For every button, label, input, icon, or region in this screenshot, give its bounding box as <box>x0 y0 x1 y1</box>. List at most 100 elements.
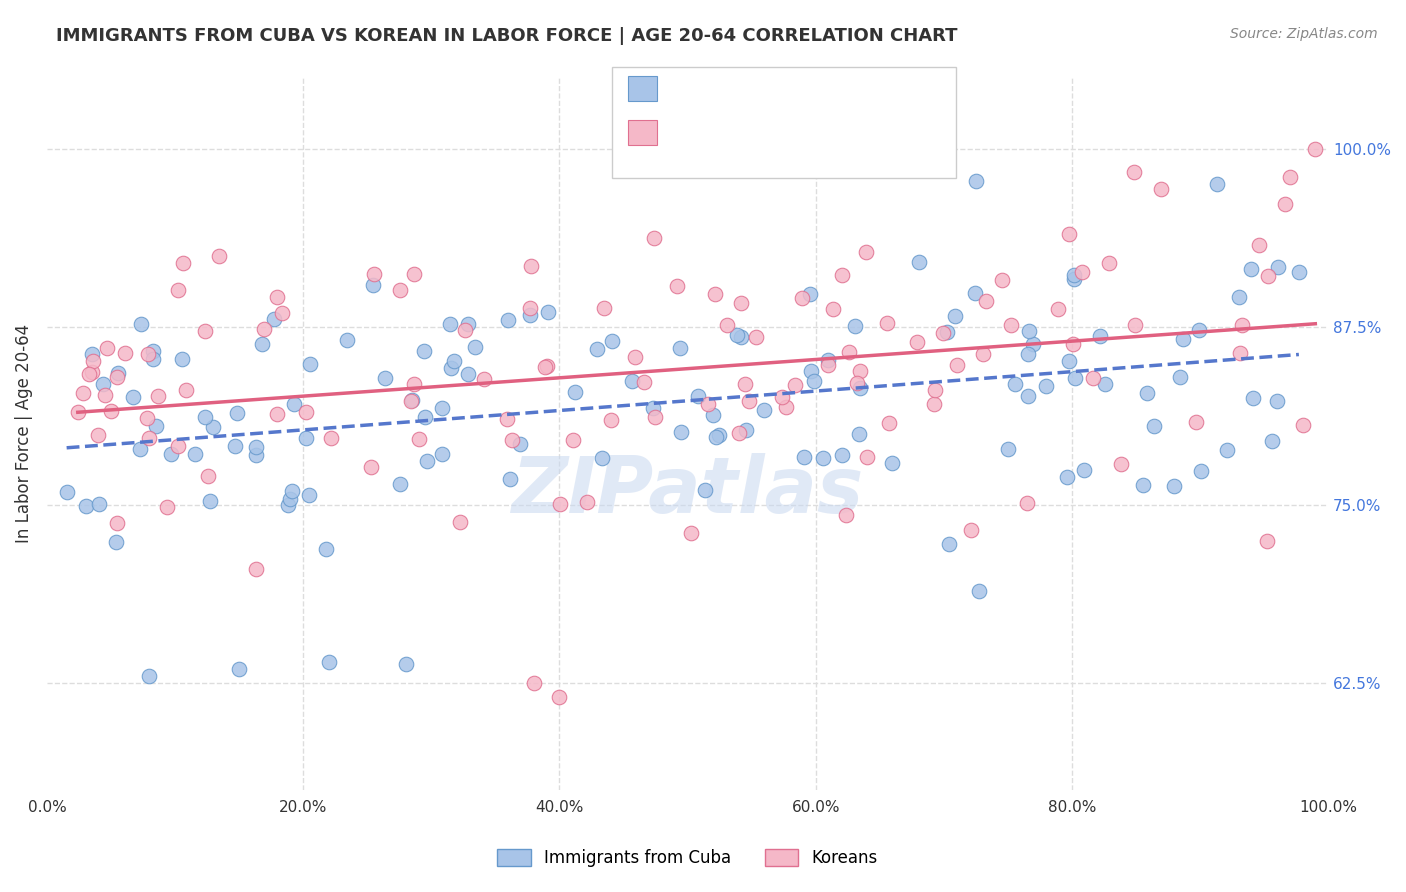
Point <box>1150 182 1173 196</box>
Point <box>121 390 143 404</box>
Point <box>1057 227 1080 241</box>
Point <box>1062 337 1084 351</box>
Point <box>734 377 756 392</box>
Point <box>697 397 720 411</box>
Point <box>166 439 188 453</box>
Point <box>702 408 724 422</box>
Point <box>943 309 966 323</box>
Point <box>80 365 103 379</box>
Point <box>415 453 437 467</box>
Point <box>457 367 479 381</box>
Point <box>688 389 710 403</box>
Point <box>624 350 647 364</box>
Point <box>1071 265 1094 279</box>
Point <box>253 322 276 336</box>
Point <box>1035 379 1057 393</box>
Point <box>1063 268 1085 282</box>
Point <box>201 419 224 434</box>
Point <box>817 353 839 368</box>
Point <box>495 412 517 426</box>
Point <box>1292 417 1315 432</box>
Point <box>499 472 522 486</box>
Point <box>1122 165 1144 179</box>
Point <box>263 312 285 326</box>
Point <box>745 330 768 344</box>
Point <box>440 361 463 376</box>
Point <box>932 326 955 340</box>
Text: ZIPatlas: ZIPatlas <box>512 452 863 529</box>
Point <box>821 302 844 317</box>
Point <box>548 497 571 511</box>
Point <box>250 337 273 351</box>
Point <box>834 508 856 523</box>
Point <box>725 327 748 342</box>
Point <box>454 323 477 337</box>
Point <box>443 354 465 368</box>
Point <box>228 662 250 676</box>
Point <box>399 394 422 409</box>
Point <box>730 296 752 310</box>
Point <box>501 433 523 447</box>
Point <box>156 500 179 515</box>
Point <box>548 690 571 705</box>
Point <box>817 358 839 372</box>
Point <box>846 376 869 390</box>
Point <box>704 287 727 301</box>
Point <box>1305 142 1327 156</box>
Point <box>245 449 267 463</box>
Point <box>564 384 586 399</box>
Point <box>208 249 231 263</box>
Point <box>194 409 217 424</box>
Point <box>509 437 531 451</box>
Text: N =: N = <box>787 79 827 97</box>
Point <box>142 343 165 358</box>
Point <box>707 428 730 442</box>
Point <box>1216 442 1239 457</box>
Point <box>1143 419 1166 434</box>
Point <box>75 499 97 513</box>
Point <box>938 537 960 551</box>
Point <box>800 364 823 378</box>
Point <box>80 347 103 361</box>
Point <box>1098 256 1121 270</box>
Point <box>562 434 585 448</box>
Point <box>855 245 877 260</box>
Point <box>536 359 558 373</box>
Point <box>266 290 288 304</box>
Point <box>974 294 997 309</box>
Point <box>908 255 931 269</box>
Point <box>1094 377 1116 392</box>
Point <box>363 268 385 282</box>
Point <box>1261 434 1284 449</box>
Point <box>281 483 304 498</box>
Text: R =: R = <box>665 124 704 142</box>
Point <box>1063 272 1085 286</box>
Point <box>1063 371 1085 385</box>
Point <box>138 669 160 683</box>
Point <box>754 403 776 417</box>
Point <box>439 317 461 331</box>
Point <box>1170 370 1192 384</box>
Point <box>136 347 159 361</box>
Point <box>695 483 717 498</box>
Point <box>135 410 157 425</box>
Point <box>1000 318 1022 332</box>
Point <box>225 406 247 420</box>
Point <box>100 404 122 418</box>
Text: N =: N = <box>787 124 827 142</box>
Point <box>299 357 322 371</box>
Point <box>412 343 434 358</box>
Point <box>533 359 555 374</box>
Point <box>145 419 167 434</box>
Point <box>1015 496 1038 510</box>
Point <box>671 425 693 439</box>
Point <box>793 450 815 464</box>
Point <box>496 313 519 327</box>
Point <box>194 324 217 338</box>
Point <box>519 308 541 322</box>
Point <box>91 376 114 391</box>
Point <box>735 423 758 437</box>
Point <box>621 374 644 388</box>
Point <box>644 410 666 425</box>
Point <box>449 515 471 529</box>
